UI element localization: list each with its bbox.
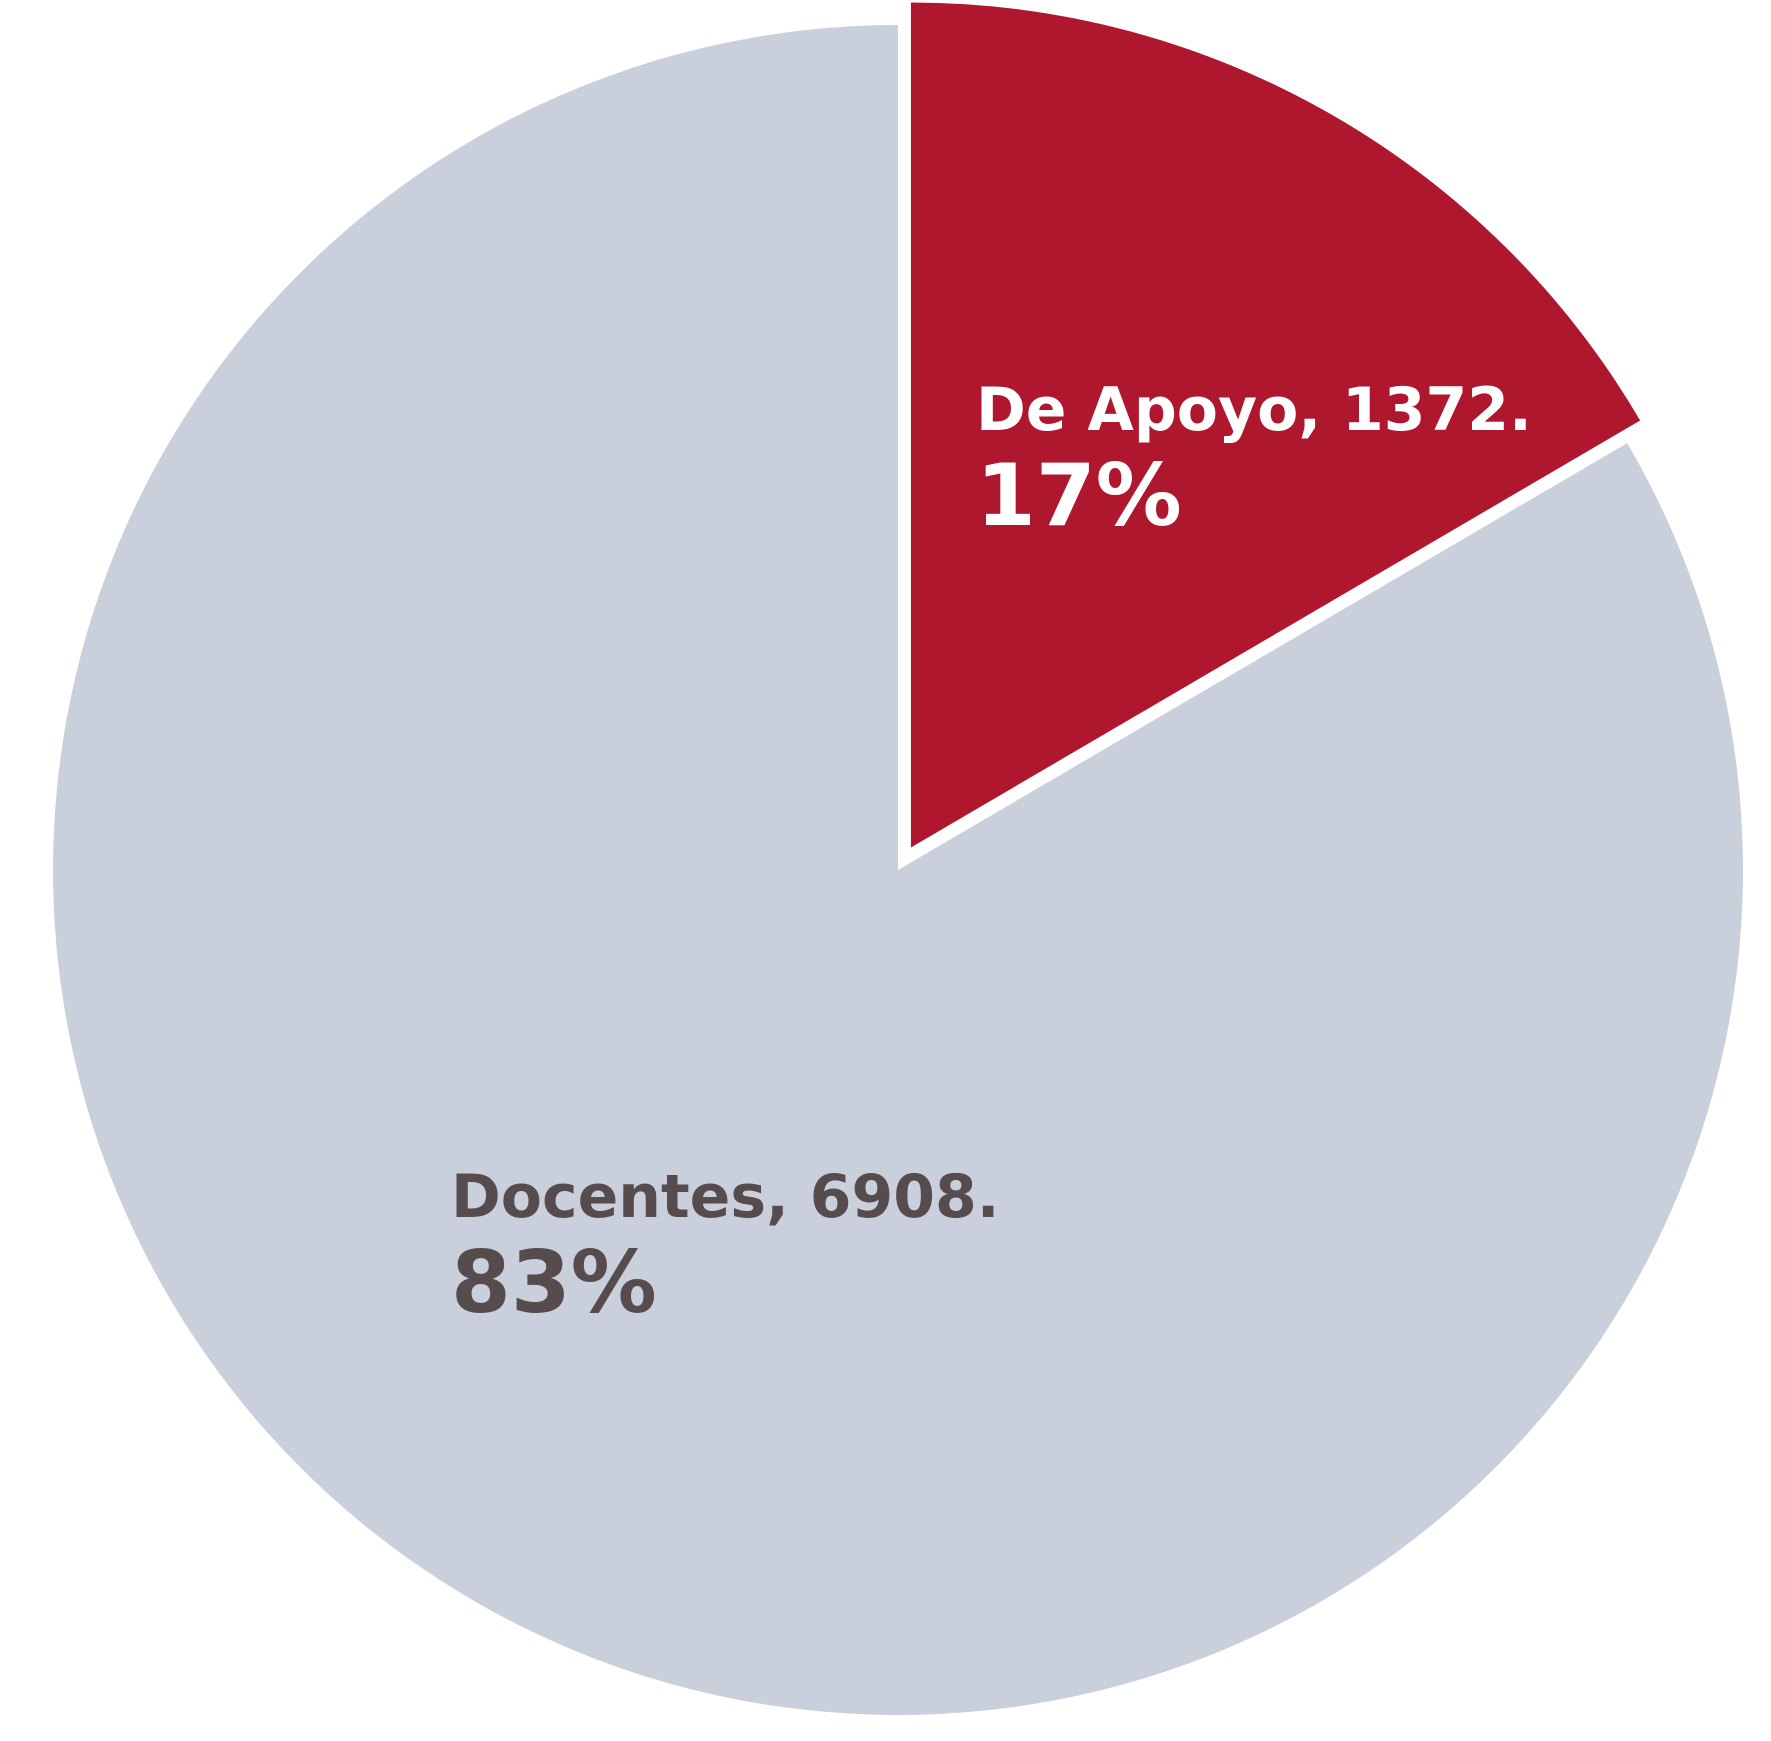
slice-label-docentes: Docentes, 6908.: [451, 1162, 1000, 1232]
pie-slice-de-apoyo: [910, 2, 1641, 848]
slice-percent-docentes: 83%: [451, 1233, 657, 1333]
pie-slice-docentes: [53, 25, 1744, 1715]
slice-percent-de-apoyo: 17%: [976, 446, 1182, 546]
slice-label-de-apoyo: De Apoyo, 1372.: [976, 375, 1532, 445]
